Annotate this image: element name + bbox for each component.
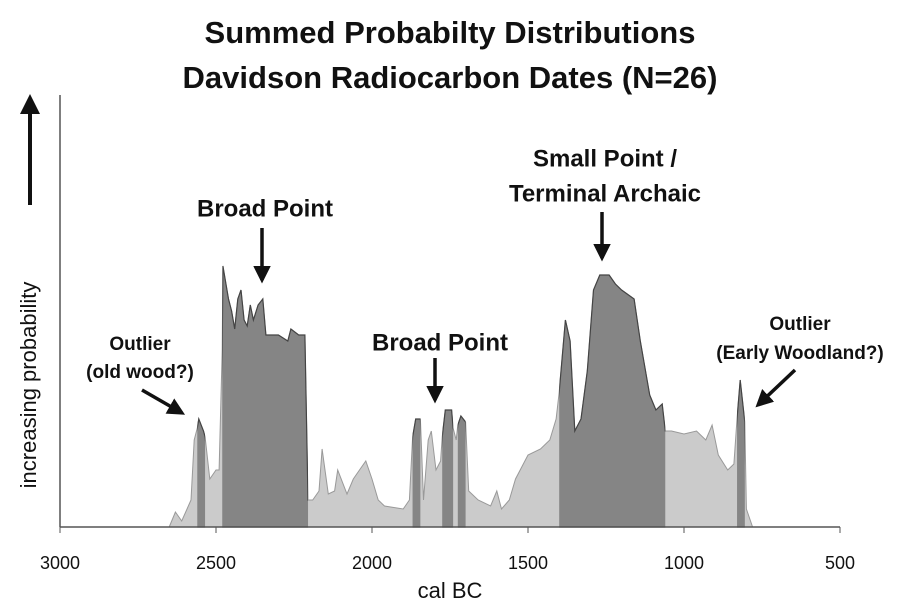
x-tick-label: 500 bbox=[825, 553, 855, 573]
x-tick-label: 3000 bbox=[40, 553, 80, 573]
arrow bbox=[141, 388, 186, 415]
annotation: Outlier bbox=[109, 334, 171, 355]
annotation: Terminal Archaic bbox=[509, 180, 701, 207]
x-tick-label: 1500 bbox=[508, 553, 548, 573]
x-axis-label: cal BC bbox=[418, 578, 483, 602]
annotation: Outlier bbox=[769, 314, 831, 335]
annotation: Broad Point bbox=[372, 329, 508, 356]
chart-title: Davidson Radiocarbon Dates (N=26) bbox=[183, 60, 718, 95]
chart-title: Summed Probabilty Distributions bbox=[205, 15, 696, 50]
annotation: (old wood?) bbox=[86, 362, 194, 383]
x-tick-label: 2000 bbox=[352, 553, 392, 573]
annotations bbox=[141, 212, 797, 415]
x-tick-label: 2500 bbox=[196, 553, 236, 573]
highlight-area bbox=[197, 265, 745, 528]
plot bbox=[168, 265, 754, 528]
y-axis-label: increasing probability bbox=[16, 282, 41, 489]
x-tick-label: 1000 bbox=[664, 553, 704, 573]
arrow bbox=[755, 368, 797, 408]
annotation: Small Point / bbox=[533, 145, 677, 172]
annotation: Broad Point bbox=[197, 195, 333, 222]
annotation: (Early Woodland?) bbox=[716, 343, 883, 364]
